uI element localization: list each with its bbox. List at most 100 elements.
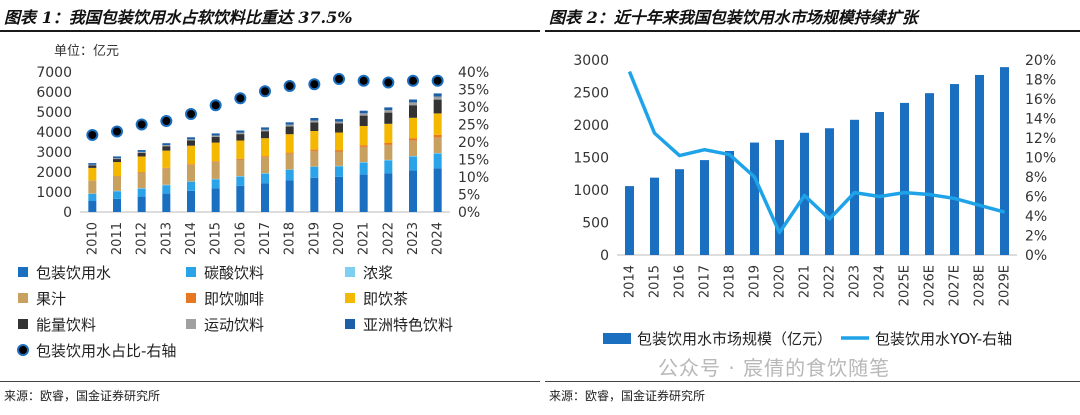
bar-segment: [335, 151, 343, 166]
legend-label: 即饮咖啡: [204, 290, 264, 308]
bar-segment: [310, 167, 319, 178]
bar-segment: [236, 140, 245, 159]
bar-segment: [335, 150, 343, 152]
bar-segment: [261, 173, 269, 174]
x-tick-label: 2018: [283, 222, 298, 255]
y-tick-label: 1000: [573, 183, 609, 199]
y2-tick-label: 5%: [458, 188, 480, 204]
y-tick-label: 0: [600, 248, 609, 264]
bar-segment: [359, 162, 368, 163]
bar: [1000, 67, 1009, 256]
x-tick-label: 2010: [85, 222, 100, 255]
bar-segment: [261, 127, 269, 130]
bar-segment: [285, 169, 294, 170]
y2-tick-label: 20%: [1025, 53, 1056, 69]
legend-label: 碳酸饮料: [204, 264, 264, 282]
yoy-point: [1004, 211, 1005, 213]
yoy-point: [954, 197, 955, 199]
legend-swatch: [18, 293, 28, 303]
bar-segment: [433, 113, 442, 135]
y-tick-label: 4000: [36, 125, 72, 141]
x-tick-label: 2020: [773, 265, 788, 298]
legend-swatch: [18, 319, 28, 329]
bar-segment: [384, 159, 393, 161]
y-tick-label: 500: [582, 216, 609, 232]
x-tick-label: 2029E: [998, 265, 1013, 306]
bar-segment: [187, 182, 195, 191]
bar-segment: [137, 188, 146, 189]
x-tick-label: 2022: [823, 265, 838, 298]
bar-segment: [310, 118, 319, 121]
yoy-point: [854, 192, 855, 194]
bar: [775, 139, 784, 255]
x-tick-label: 2023: [848, 265, 863, 298]
bar-segment: [137, 196, 146, 212]
legend-swatch: [345, 267, 355, 277]
y2-tick-label: 0%: [1025, 248, 1047, 264]
bar-segment: [236, 176, 245, 177]
bar-segment: [409, 102, 417, 106]
source-right: 来源：欧睿，国金证券研究所: [549, 389, 706, 403]
bar-segment: [359, 113, 368, 116]
bar-segment: [236, 134, 245, 141]
bar: [650, 177, 659, 255]
ratio-point: [283, 80, 296, 92]
legend-label: 包装饮用水市场规模（亿元）: [637, 330, 832, 348]
bar-segment: [359, 145, 368, 147]
bar-segment: [384, 107, 393, 111]
bar: [625, 186, 634, 255]
x-tick-label: 2015: [648, 265, 663, 298]
bar-segment: [137, 188, 146, 197]
bar-segment: [310, 131, 319, 150]
ratio-point: [234, 92, 247, 105]
yoy-point: [929, 194, 930, 196]
y2-tick-label: 10%: [458, 170, 489, 186]
y-tick-label: 0: [63, 205, 72, 221]
bar-segment: [261, 131, 269, 139]
bar-segment: [384, 112, 393, 124]
bar-segment: [433, 153, 442, 154]
x-tick-label: 2025E: [898, 265, 913, 306]
bar-segment: [384, 143, 393, 145]
ratio-point: [86, 129, 99, 141]
bar-segment: [236, 130, 245, 133]
yoy-point: [804, 195, 805, 197]
y2-tick-label: 30%: [458, 100, 489, 116]
y2-tick-label: 10%: [1025, 151, 1056, 167]
bar-segment: [384, 110, 393, 113]
bar-segment: [335, 166, 343, 177]
bar-segment: [285, 122, 294, 125]
legend-label: 包装饮用水占比-右轴: [36, 342, 176, 360]
bar-segment: [162, 143, 171, 146]
bar-segment: [433, 93, 442, 97]
x-tick-label: 2016: [673, 265, 688, 298]
bar-segment: [211, 178, 220, 180]
bar-segment: [261, 129, 269, 132]
bar-segment: [310, 177, 319, 212]
bar-segment: [137, 156, 146, 173]
bar-segment: [187, 137, 195, 140]
bar-segment: [211, 179, 220, 189]
y2-tick-label: 15%: [458, 153, 489, 169]
ratio-point: [308, 78, 321, 91]
x-tick-label: 2011: [110, 222, 125, 255]
bar-segment: [310, 166, 319, 167]
ratio-point: [135, 118, 148, 131]
bar-segment: [211, 133, 220, 136]
bar-segment: [384, 160, 393, 174]
bar-segment: [187, 140, 195, 146]
bar-segment: [88, 165, 97, 168]
bar-segment: [88, 167, 97, 181]
bar-segment: [236, 176, 245, 186]
bar: [700, 160, 709, 255]
x-tick-label: 2018: [723, 265, 738, 298]
yoy-point: [904, 192, 905, 194]
chart-panel-right: 图表 2：近十年来我国包装饮用水市场规模持续扩张 0 500 1000 1500 200…: [545, 0, 1080, 415]
x-tick-label: 2027E: [948, 265, 963, 306]
bar-segment: [113, 191, 121, 199]
y-tick-label: 2000: [573, 118, 609, 134]
x-tick-label: 2016: [233, 222, 248, 255]
x-tick-label: 2017: [258, 222, 273, 255]
y2-tick-label: 40%: [458, 65, 489, 81]
bar-segment: [409, 156, 417, 171]
